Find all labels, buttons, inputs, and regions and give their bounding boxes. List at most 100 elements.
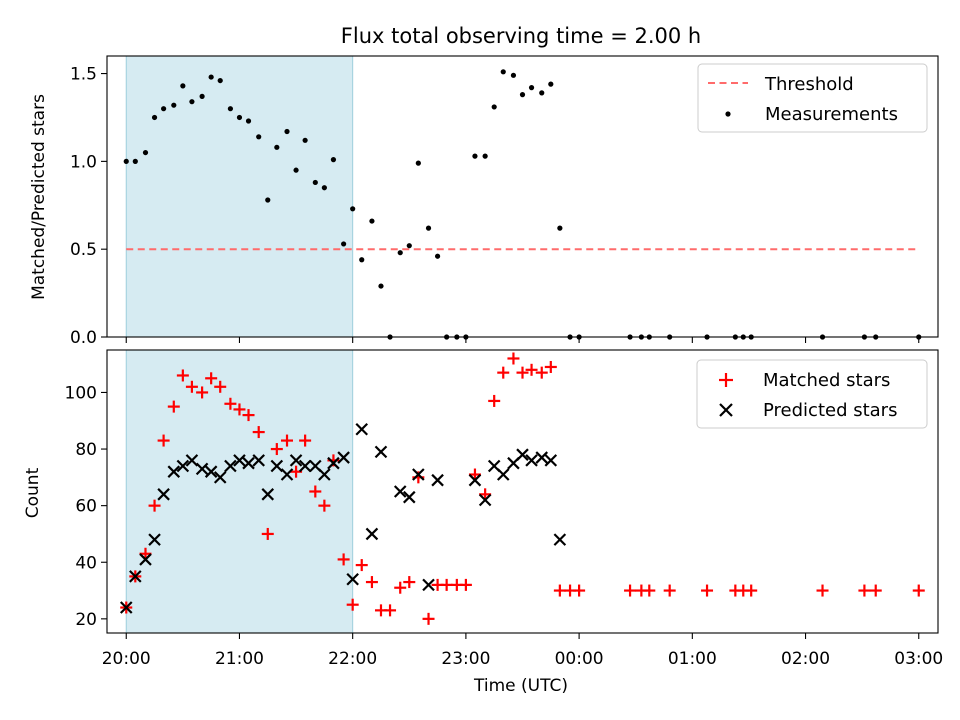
matched-star-point <box>242 409 255 422</box>
matched-star-point <box>535 366 548 379</box>
matched-star-point <box>224 397 237 410</box>
matched-star-point <box>479 488 492 501</box>
measurement-point <box>132 158 138 164</box>
measurement-point <box>397 250 403 256</box>
predicted-star-point <box>185 454 199 467</box>
measurement-point <box>528 85 535 91</box>
predicted-star-point <box>195 462 209 476</box>
y-tick-label: 0.0 <box>70 328 97 348</box>
x-tick-label: 01:00 <box>668 649 717 669</box>
predicted-stars-points <box>119 422 567 614</box>
measurement-point <box>180 83 186 89</box>
top-x-ticks <box>125 337 920 343</box>
matched-star-point <box>488 394 501 407</box>
bottom-panel: 20 40 60 80 100 20:00 21:00 22:00 23:00 00:00 01:… <box>23 349 943 696</box>
measurement-point <box>312 179 318 186</box>
measurement-point <box>482 153 488 159</box>
measurement-point <box>330 157 337 163</box>
top-legend: Threshold Measurements <box>697 63 928 133</box>
measurement-points <box>123 69 922 340</box>
matched-star-point <box>869 584 882 597</box>
x-tick-label: 20:00 <box>102 649 151 669</box>
matched-star-point <box>663 584 676 597</box>
bottom-y-axis-label: Count <box>23 467 43 518</box>
top-y-ticks: 0.0 0.5 1.0 1.5 <box>70 65 107 348</box>
predicted-star-point <box>393 485 407 498</box>
bottom-y-ticks: 20 40 60 80 100 <box>65 383 107 630</box>
measurement-point <box>548 81 554 87</box>
measurement-point <box>519 92 526 98</box>
matched-star-point <box>643 584 656 597</box>
measurement-point <box>341 241 347 247</box>
x-tick-label: 23:00 <box>441 649 490 669</box>
measurement-point <box>217 77 223 84</box>
legend-threshold-label: Threshold <box>764 74 854 95</box>
measurement-point <box>274 144 280 150</box>
matched-star-point <box>214 380 227 393</box>
y-tick-label: 80 <box>75 440 97 460</box>
measurement-point <box>161 106 167 112</box>
top-plot-frame <box>106 55 939 338</box>
matched-star-point <box>139 547 152 560</box>
matched-star-point <box>525 363 538 376</box>
legend-predicted-swatch <box>719 403 733 417</box>
predicted-star-point <box>544 454 558 467</box>
predicted-star-point <box>242 456 255 470</box>
matched-star-point <box>384 604 397 617</box>
predicted-star-point <box>553 533 567 546</box>
top-highlight-span <box>125 55 354 338</box>
predicted-star-point <box>298 459 312 473</box>
y-tick-label: 0.5 <box>70 240 97 260</box>
matched-star-point <box>205 372 218 385</box>
predicted-star-point <box>374 445 388 459</box>
legend-predicted-label: Predicted stars <box>763 400 897 421</box>
chart-title: Flux total observing time = 2.00 h <box>341 24 701 48</box>
measurement-point <box>472 153 478 159</box>
measurement-point <box>359 257 365 263</box>
y-tick-label: 20 <box>75 610 97 630</box>
predicted-star-point <box>280 468 294 481</box>
x-tick-label: 03:00 <box>894 649 943 669</box>
predicted-star-point <box>204 465 218 478</box>
matched-star-point <box>176 369 189 382</box>
matched-star-point <box>858 584 871 597</box>
predicted-star-point <box>167 465 181 478</box>
matched-star-point <box>468 468 481 481</box>
predicted-star-point <box>412 468 425 481</box>
predicted-star-point <box>139 553 152 566</box>
predicted-star-point <box>157 488 170 501</box>
predicted-star-point <box>422 578 435 592</box>
matched-star-point <box>422 612 435 625</box>
predicted-star-point <box>148 533 161 546</box>
predicted-star-point <box>365 527 379 541</box>
matched-star-point <box>148 499 161 512</box>
predicted-star-point <box>224 459 237 473</box>
matched-star-point <box>459 578 472 591</box>
predicted-star-point <box>478 493 492 507</box>
matched-stars-points <box>120 352 925 625</box>
bottom-legend: Matched stars Predicted stars <box>696 359 928 429</box>
bottom-x-ticks: 20:00 21:00 22:00 23:00 00:00 01:00 02:00 03:00 <box>102 633 943 669</box>
matched-star-point <box>196 386 209 399</box>
x-axis-label: Time (UTC) <box>473 676 568 696</box>
measurement-point <box>369 218 375 224</box>
measurement-point <box>151 114 158 121</box>
matched-star-point <box>233 403 246 416</box>
measurement-point <box>539 90 545 96</box>
matched-star-point <box>281 434 294 447</box>
measurement-point <box>256 134 262 140</box>
matched-star-point <box>544 360 557 373</box>
predicted-star-point <box>213 471 227 484</box>
x-tick-label: 21:00 <box>215 649 264 669</box>
x-tick-label: 00:00 <box>555 649 604 669</box>
matched-star-point <box>318 499 331 512</box>
measurement-point <box>293 167 299 173</box>
predicted-star-point <box>252 454 265 467</box>
matched-star-point <box>701 584 714 597</box>
measurement-point <box>491 104 497 110</box>
measurement-point <box>434 253 441 259</box>
predicted-star-point <box>233 454 246 467</box>
predicted-star-point <box>119 601 133 614</box>
measurement-point <box>189 99 195 105</box>
